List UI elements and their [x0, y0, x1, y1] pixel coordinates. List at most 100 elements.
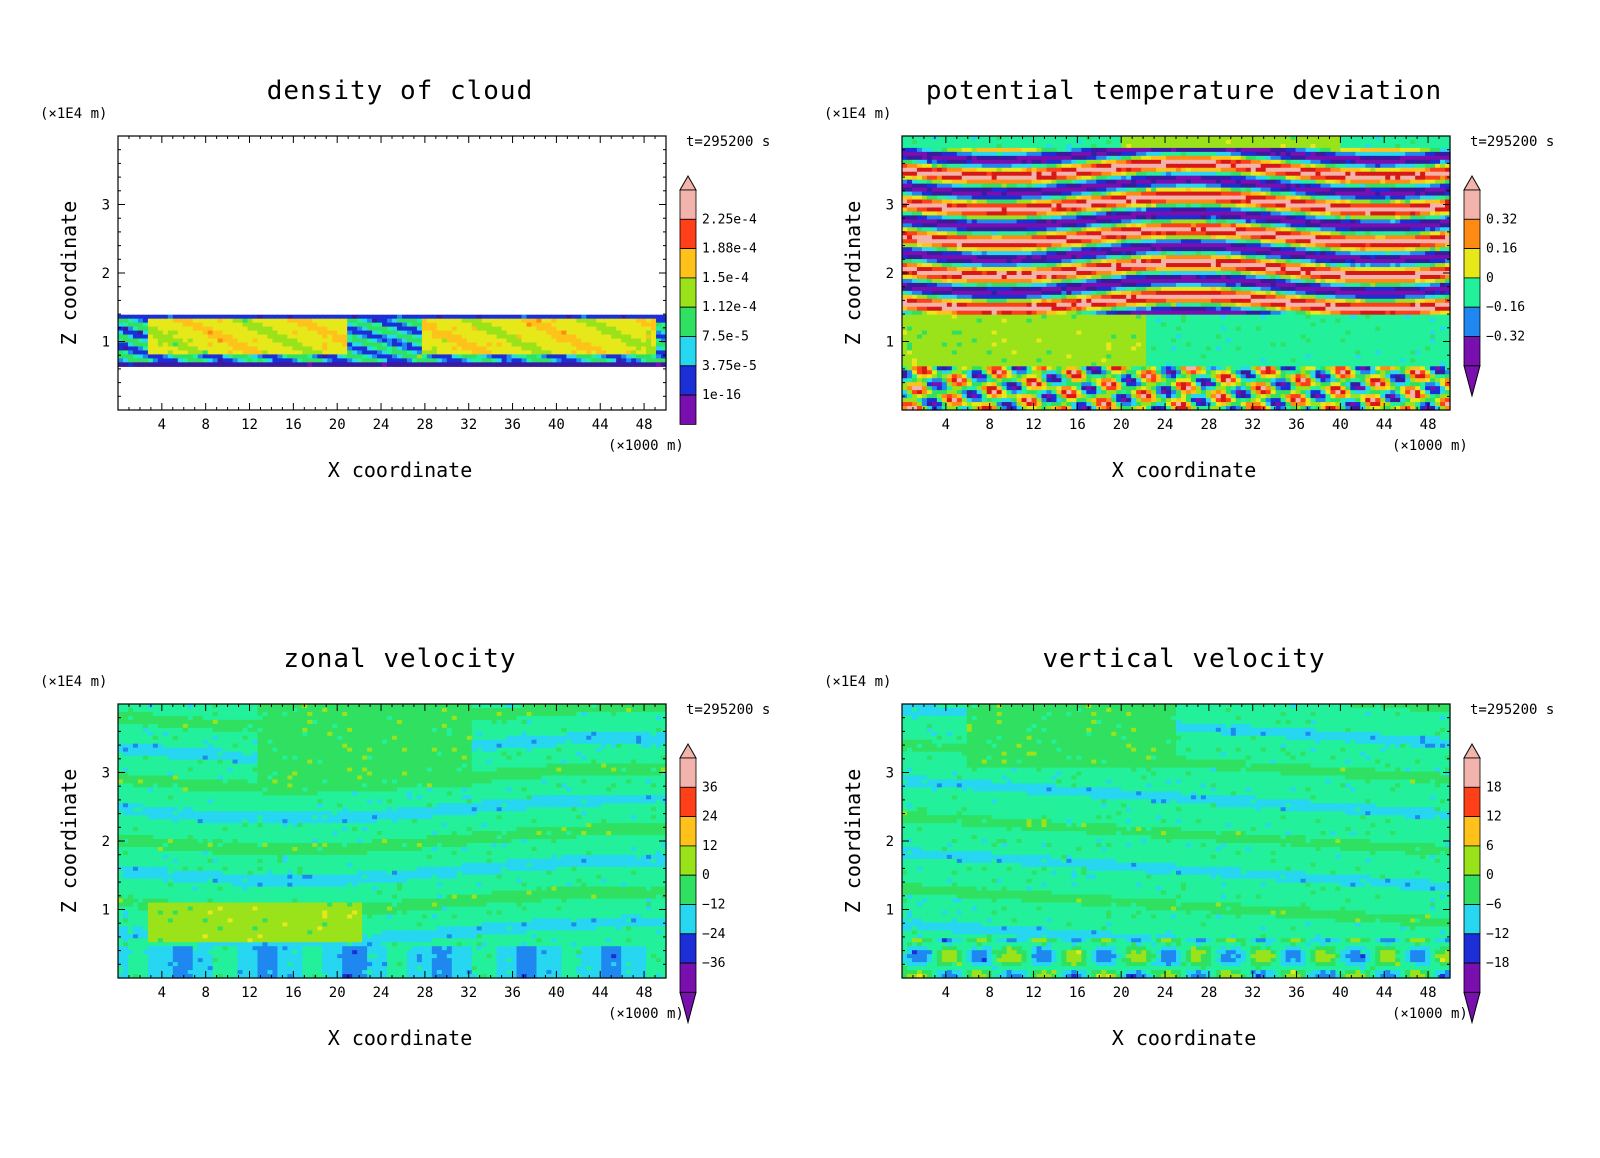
field-cell: [1036, 147, 1043, 153]
field-cell: [981, 255, 988, 260]
field-cell: [906, 195, 913, 201]
field-cell: [1410, 139, 1416, 145]
field-cell: [1101, 179, 1107, 185]
field-cell: [936, 191, 943, 197]
field-cell: [1006, 203, 1013, 209]
field-cell: [531, 350, 538, 355]
field-cell: [1350, 219, 1356, 224]
field-cell: [1355, 159, 1361, 165]
field-cell: [1141, 195, 1147, 201]
field-cell: [431, 346, 438, 352]
field-cell: [956, 211, 963, 217]
field-cell: [1021, 247, 1028, 252]
field-cell: [561, 318, 567, 324]
field-cell: [1260, 163, 1267, 169]
field-cell: [1270, 215, 1277, 220]
field-cell: [1310, 251, 1317, 256]
field-cell: [382, 350, 388, 355]
field-cell: [1320, 227, 1327, 232]
field-cell: [1335, 139, 1341, 145]
field-cell: [382, 330, 388, 336]
field-cell: [1126, 231, 1132, 236]
field-cell: [292, 350, 298, 355]
field-cell: [1245, 235, 1252, 240]
field-cell: [1220, 191, 1227, 197]
field-cell: [1280, 167, 1287, 173]
field-cell: [406, 346, 413, 352]
field-cell: [476, 322, 483, 328]
field-cell: [1265, 179, 1272, 185]
field-cell: [1305, 155, 1312, 161]
field-cell: [1141, 187, 1147, 193]
field-cell: [1021, 243, 1028, 248]
field-cell: [1245, 187, 1252, 193]
field-cell: [581, 358, 587, 363]
field-cell: [566, 326, 572, 332]
field-cell: [1205, 223, 1212, 228]
field-cell: [1240, 151, 1247, 157]
field-cell: [1076, 167, 1082, 173]
field-cell: [926, 251, 933, 256]
field-cell: [546, 358, 553, 363]
field-cell: [342, 346, 348, 352]
field-cell: [461, 318, 468, 324]
field-cell: [1325, 143, 1332, 149]
field-cell: [601, 362, 607, 367]
field-cell: [1325, 247, 1332, 252]
field-cell: [1235, 223, 1242, 228]
field-cell: [142, 330, 149, 336]
field-cell: [1310, 227, 1317, 232]
field-cell: [921, 159, 928, 165]
field-cell: [277, 326, 283, 332]
field-cell: [946, 235, 953, 240]
field-cell: [1345, 155, 1351, 161]
field-cell: [556, 326, 562, 332]
field-cell: [207, 334, 214, 340]
field-cell: [961, 203, 968, 209]
field-cell: [1230, 255, 1237, 260]
field-cell: [267, 342, 274, 348]
field-cell: [1031, 215, 1038, 220]
field-cell: [1116, 223, 1122, 228]
field-cell: [1260, 243, 1267, 248]
field-cell: [1051, 191, 1058, 197]
field-cell: [921, 219, 928, 224]
field-cell: [921, 239, 928, 244]
field-cell: [1151, 247, 1157, 252]
field-cell: [396, 342, 403, 348]
field-cell: [981, 171, 988, 177]
field-cell: [1111, 227, 1117, 232]
field-cell: [1365, 183, 1371, 189]
field-cell: [1011, 159, 1018, 165]
field-cell: [991, 255, 998, 260]
field-cell: [441, 342, 448, 348]
field-cell: [177, 350, 184, 355]
field-cell: [1001, 247, 1008, 252]
field-cell: [1265, 175, 1272, 181]
field-cell: [337, 338, 343, 344]
field-cell: [247, 342, 254, 348]
field-cell: [1425, 239, 1431, 244]
field-cell: [596, 350, 602, 355]
field-cell: [382, 354, 388, 359]
field-cell: [906, 231, 913, 236]
field-cell: [531, 314, 538, 320]
field-cell: [167, 342, 174, 348]
field-cell: [1305, 151, 1312, 157]
field-cell: [367, 362, 373, 367]
field-cell: [971, 203, 978, 209]
field-cell: [466, 318, 473, 324]
field-cell: [182, 314, 189, 320]
field-cell: [1121, 231, 1127, 236]
field-cell: [471, 322, 478, 328]
field-cell: [212, 342, 219, 348]
field-cell: [1325, 195, 1332, 201]
field-cell: [1200, 183, 1207, 189]
field-cell: [941, 175, 948, 181]
field-cell: [481, 314, 488, 320]
field-cell: [347, 346, 353, 352]
field-cell: [1146, 143, 1152, 149]
field-cell: [1061, 179, 1067, 185]
field-cell: [1420, 199, 1426, 205]
field-cell: [1225, 219, 1232, 224]
